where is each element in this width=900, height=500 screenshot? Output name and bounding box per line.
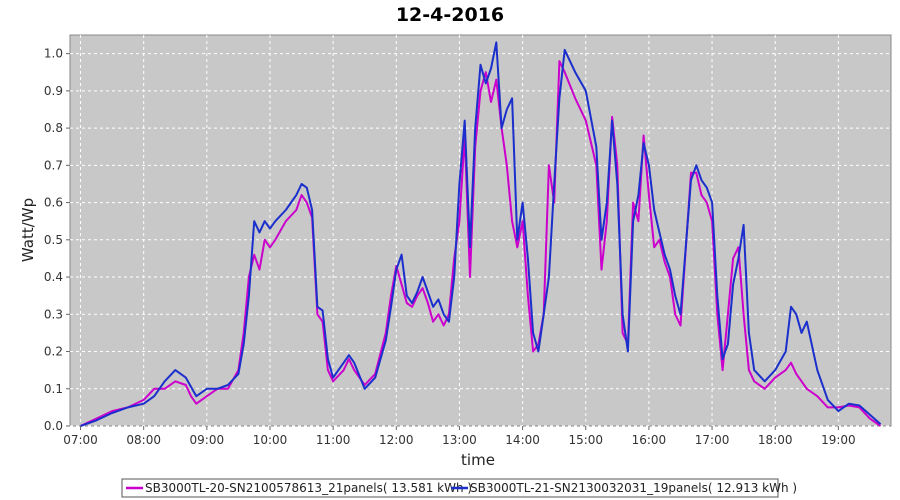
y-tick-label: 0.3 <box>44 307 63 321</box>
x-tick-label: 07:00 <box>63 433 98 447</box>
grid <box>70 35 891 427</box>
x-tick-label: 12:00 <box>379 433 414 447</box>
legend-entry-series-1: SB3000TL-20-SN2100578613_21panels( 13.58… <box>145 481 472 495</box>
x-tick-label: 08:00 <box>126 433 161 447</box>
y-tick-label: 0.8 <box>44 121 63 135</box>
x-tick-label: 14:00 <box>505 433 540 447</box>
x-tick-label: 17:00 <box>695 433 730 447</box>
y-tick-label: 0.1 <box>44 382 63 396</box>
x-axis: 07:00 08:00 09:00 10:00 11:00 12:00 13:00 14:00… <box>63 426 856 447</box>
x-tick-label: 13:00 <box>442 433 477 447</box>
legend-box <box>121 478 779 498</box>
y-tick-label: 0.6 <box>44 196 63 210</box>
series-layer <box>80 41 882 427</box>
y-tick-label: 0.5 <box>44 233 63 247</box>
y-axis: 0.0 0.1 0.2 0.3 0.4 0.5 0.6 0.7 0.8 0.9 1.0 <box>44 47 70 433</box>
y-tick-label: 0.7 <box>44 158 63 172</box>
series-line-2 <box>80 41 882 427</box>
y-tick-label: 0.2 <box>44 345 63 359</box>
series-line-1 <box>80 60 882 427</box>
chart-title: 12-4-2016 <box>396 4 504 26</box>
x-tick-label: 19:00 <box>821 433 856 447</box>
y-axis-label: Watt/Wp <box>19 198 37 262</box>
x-tick-label: 18:00 <box>758 433 793 447</box>
y-tick-label: 0.9 <box>44 84 63 98</box>
x-tick-label: 16:00 <box>632 433 667 447</box>
x-axis-label: time <box>461 451 495 469</box>
legend: SB3000TL-20-SN2100578613_21panels( 13.58… <box>121 478 797 498</box>
y-tick-label: 0.0 <box>44 419 63 433</box>
x-tick-label: 09:00 <box>190 433 225 447</box>
y-tick-label: 0.4 <box>44 270 63 284</box>
x-tick-label: 10:00 <box>253 433 288 447</box>
legend-entry-series-2: SB3000TL-21-SN2130032031_19panels( 12.91… <box>470 481 797 495</box>
x-tick-label: 11:00 <box>316 433 351 447</box>
y-tick-label: 1.0 <box>44 47 63 61</box>
x-tick-label: 15:00 <box>568 433 603 447</box>
